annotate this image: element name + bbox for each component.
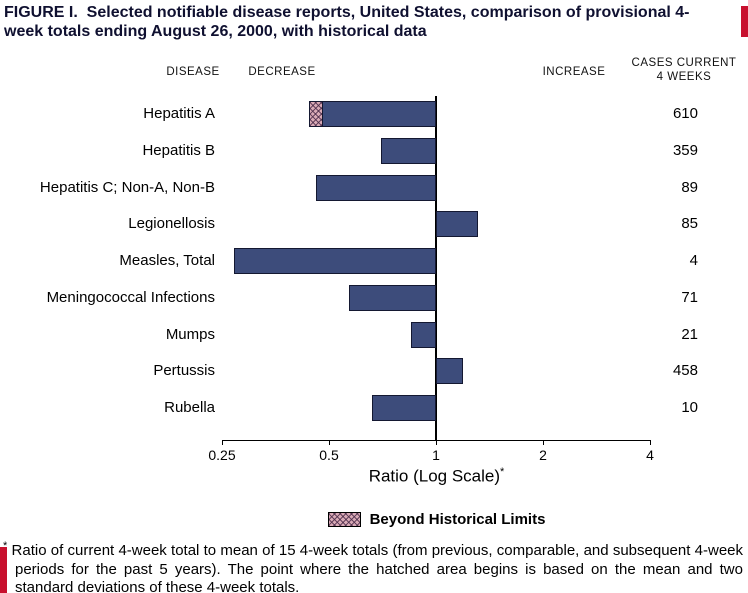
cases-value: 21 — [681, 325, 698, 343]
cases-value: 71 — [681, 288, 698, 306]
ratio-bar — [436, 358, 463, 385]
baseline-ratio-1 — [435, 96, 437, 441]
disease-label: Measles, Total — [119, 252, 215, 269]
cases-value: 89 — [681, 178, 698, 196]
x-axis-label-text: Ratio (Log Scale) — [368, 466, 501, 486]
ratio-bar — [436, 211, 478, 238]
cases-value: 458 — [672, 362, 698, 380]
ratio-bar — [233, 248, 436, 274]
ratio-bar — [349, 284, 436, 311]
ratio-bar — [380, 137, 436, 164]
x-axis — [222, 440, 651, 441]
disease-label: Legionellosis — [128, 215, 215, 233]
ratio-bar — [316, 174, 436, 201]
cases-value: 4 — [689, 252, 698, 269]
disease-label: Hepatitis C; Non-A, Non-B — [39, 178, 215, 196]
legend-swatch-hatched — [327, 512, 361, 527]
footnote: * Ratio of current 4-week total to mean … — [3, 537, 743, 593]
column-header-decrease: DECREASE — [248, 66, 316, 78]
footnote-text: Ratio of current 4-week total to mean of… — [11, 542, 743, 593]
ratio-bar — [371, 395, 436, 421]
x-tick-label: 4 — [646, 447, 654, 463]
column-header-cases: CASES CURRENT 4 WEEKS — [628, 57, 740, 84]
x-tick-label: 0.25 — [208, 447, 236, 463]
x-tick — [435, 440, 437, 445]
cases-value: 85 — [681, 215, 698, 233]
x-tick — [542, 440, 544, 445]
disease-label: Mumps — [165, 325, 215, 343]
column-header-increase: INCREASE — [542, 66, 606, 78]
cases-value: 10 — [681, 399, 698, 416]
x-tick-label: 2 — [539, 447, 547, 463]
column-header-cases-line2: 4 WEEKS — [656, 70, 712, 83]
x-axis-label-footnote-marker: * — [500, 466, 505, 478]
column-header-disease: DISEASE — [166, 66, 220, 78]
x-tick — [328, 440, 330, 445]
legend: Beyond Historical Limits — [222, 511, 651, 528]
column-header-cases-line1: CASES CURRENT — [631, 57, 737, 69]
x-axis-label: Ratio (Log Scale)* — [222, 466, 651, 487]
cases-value: 359 — [672, 141, 698, 159]
page-edge-mark-top-right — [741, 6, 748, 37]
ratio-bar — [309, 101, 436, 127]
ratio-bar — [410, 321, 436, 348]
beyond-historical-limits-segment — [309, 101, 323, 127]
cases-value: 610 — [672, 105, 698, 122]
disease-label: Pertussis — [153, 362, 215, 380]
legend-label: Beyond Historical Limits — [369, 511, 546, 528]
x-tick-label: 0.5 — [319, 447, 339, 463]
x-tick — [649, 440, 651, 445]
disease-label: Rubella — [164, 399, 215, 416]
disease-label: Meningococcal Infections — [46, 288, 215, 306]
page-edge-mark-bottom-left — [0, 547, 7, 593]
x-tick — [221, 440, 223, 445]
figure-title: FIGURE I. Selected notifiable disease re… — [4, 4, 690, 40]
disease-label: Hepatitis A — [143, 105, 215, 122]
x-tick-label: 1 — [432, 447, 440, 463]
disease-label: Hepatitis B — [142, 141, 215, 159]
footnote-marker: * — [3, 540, 8, 552]
